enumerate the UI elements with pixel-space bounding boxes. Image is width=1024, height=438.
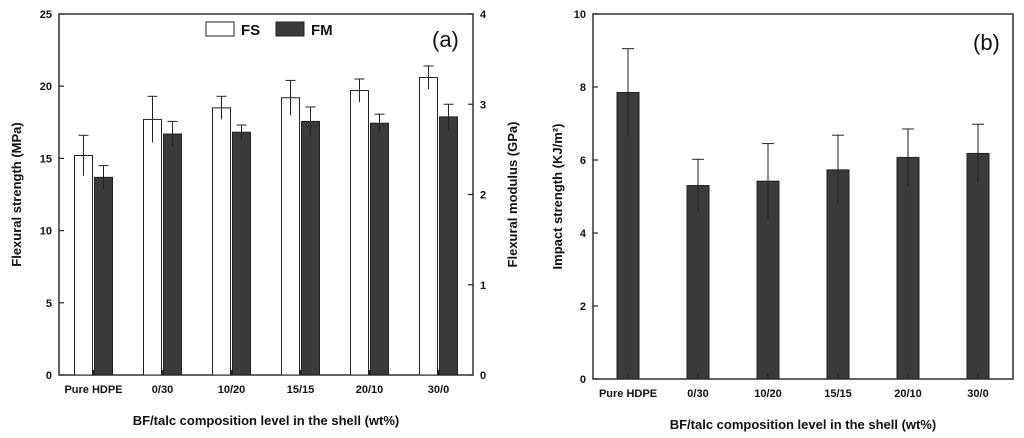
x-tick-label: 30/0: [967, 388, 988, 400]
bar-impact: [966, 152, 990, 380]
bar-fm: [301, 120, 320, 376]
bar-fs: [143, 118, 162, 376]
y-tick-label: 6: [580, 155, 586, 167]
x-tick-label: 10/20: [218, 384, 246, 396]
y-axis-title: Impact strength (KJ/m²): [550, 124, 565, 270]
x-tick-label: 0/30: [152, 384, 173, 396]
bar-fm: [232, 131, 251, 376]
x-tick-label: 30/0: [428, 384, 449, 396]
plot-frame-a: [58, 13, 474, 376]
panel-label-b: (b): [973, 30, 1000, 55]
bar-impact: [896, 156, 920, 380]
x-axis-title: BF/talc composition level in the shell (…: [133, 413, 400, 428]
x-tick-label: 20/10: [356, 384, 384, 396]
y-tick-label-left: 25: [40, 9, 52, 21]
legend-swatch-fm: [275, 21, 305, 37]
bar-fm: [439, 116, 458, 376]
panel-label-a: (a): [432, 27, 459, 52]
y-tick-label-right: 1: [480, 280, 486, 292]
y-tick-label: 8: [580, 82, 586, 94]
bar-fs: [74, 155, 93, 376]
y-tick-label: 10: [574, 9, 586, 21]
x-axis-title: BF/talc composition level in the shell (…: [670, 417, 937, 432]
bar-fs: [350, 90, 369, 376]
panel-b-chart: 0 2 4 6 8 10 Pure HDPE 0/30 10/20 15/15 20/10 30/0 B…: [550, 9, 1014, 432]
y-axis-title-left: Flexural strength (MPa): [9, 122, 24, 266]
y-axis-title-right: Flexural modulus (GPa): [505, 122, 520, 268]
y-tick-label-right: 0: [480, 370, 486, 382]
bar-fm: [370, 122, 389, 376]
x-tick-label: Pure HDPE: [64, 384, 122, 396]
x-tick-label: 15/15: [287, 384, 315, 396]
y-tick-label: 4: [580, 228, 587, 240]
bar-fs: [419, 77, 438, 376]
y-tick-label-left: 10: [40, 226, 52, 238]
panel-a-chart: 0 5 10 15 20 25 0 1 2 3 4 Pure HDPE 0/30 10/20 15/15 20…: [9, 9, 520, 428]
bar-fs: [212, 107, 231, 376]
y-tick-label-right: 2: [480, 190, 486, 202]
legend-swatch-fs: [205, 21, 235, 37]
bar-fm: [94, 176, 113, 376]
x-tick-label: 10/20: [754, 388, 782, 400]
legend-label-fm: FM: [311, 22, 333, 39]
y-tick-label: 2: [580, 301, 586, 313]
y-tick-label-right: 4: [480, 9, 487, 21]
y-tick-label-left: 20: [40, 81, 52, 93]
x-tick-label: 15/15: [824, 388, 852, 400]
x-tick-label: 0/30: [687, 388, 708, 400]
y-tick-label-left: 0: [46, 370, 52, 382]
legend-label-fs: FS: [241, 22, 260, 39]
bar-fm: [163, 133, 182, 376]
bar-impact: [686, 185, 710, 380]
y-tick-label: 0: [580, 374, 586, 386]
x-tick-label: 20/10: [894, 388, 922, 400]
bar-fs: [281, 97, 300, 376]
y-tick-label-left: 5: [46, 298, 52, 310]
y-tick-label-left: 15: [40, 153, 52, 165]
x-tick-label: Pure HDPE: [599, 388, 657, 400]
plot-frame-b: [592, 13, 1014, 380]
y-tick-label-right: 3: [480, 99, 486, 111]
